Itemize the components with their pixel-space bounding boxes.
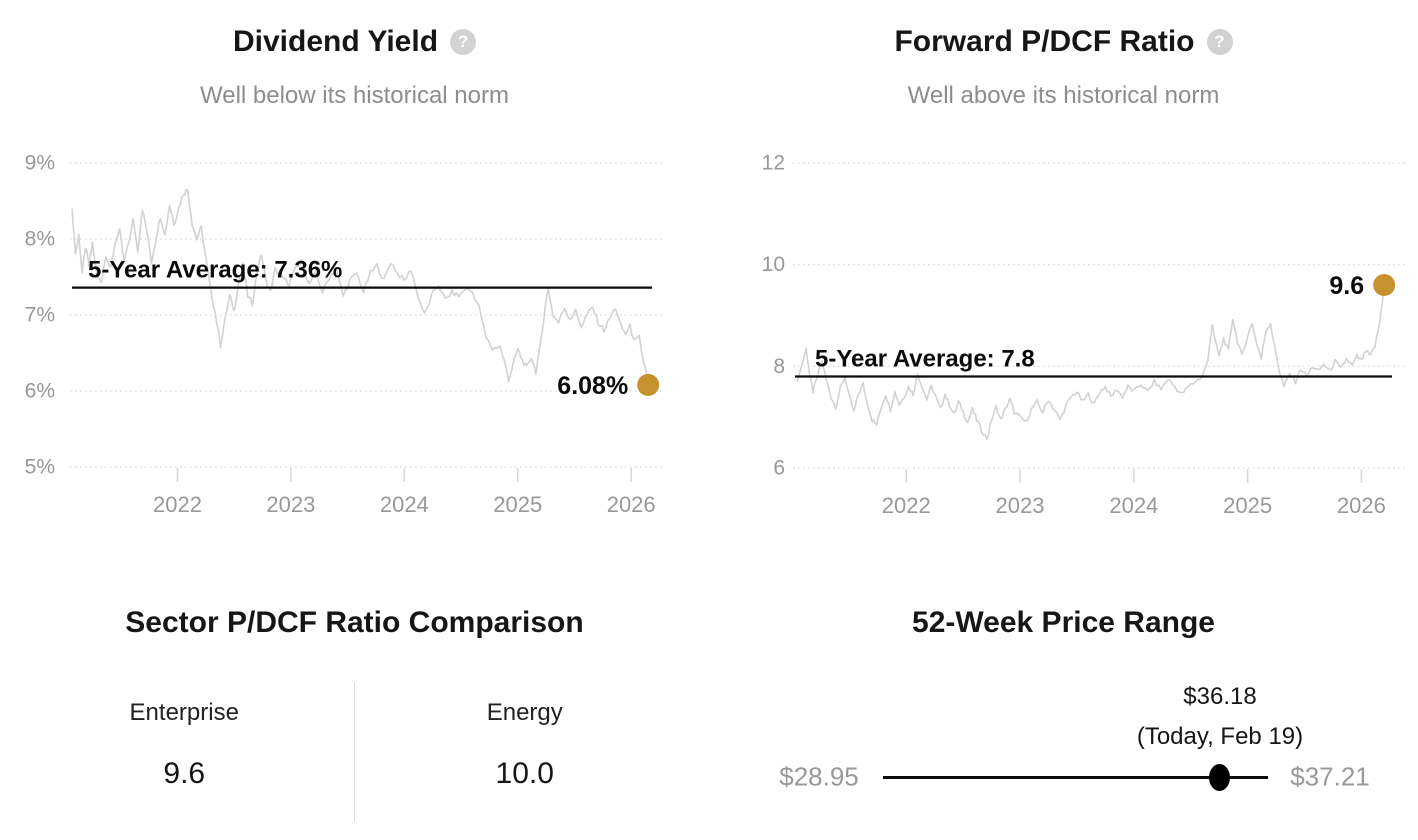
dividend-yield-chart: 9% 8% 7% 6% 5% 2022 2023 2024 2025 2026 5-Year Ave… xyxy=(25,152,662,517)
x-axis-tick-label: 2024 xyxy=(380,492,429,517)
dividend-yield-subtitle: Well below its historical norm xyxy=(200,82,509,109)
dividend-yield-header: Dividend Yield ? Well below its historic… xyxy=(0,0,709,110)
sector-comparison-panel: Sector P/DCF Ratio Comparison Enterprise… xyxy=(0,560,709,840)
forward-pdcf-header: Forward P/DCF Ratio ? Well above its his… xyxy=(709,0,1418,110)
series-line xyxy=(71,188,649,386)
x-axis-tick-label: 2026 xyxy=(607,492,656,517)
x-axis-tick-label: 2026 xyxy=(1337,493,1386,518)
y-axis-tick-label: 9% xyxy=(25,152,55,175)
y-axis-tick-label: 7% xyxy=(25,304,55,327)
sector-item-value: 9.6 xyxy=(163,757,206,790)
forward-pdcf-panel: Forward P/DCF Ratio ? Well above its his… xyxy=(709,0,1418,560)
current-value-dot xyxy=(1373,274,1396,296)
y-axis-tick-label: 8% xyxy=(25,228,55,251)
x-axis-tick-label: 2022 xyxy=(153,492,202,517)
x-axis-tick-label: 2025 xyxy=(493,492,542,517)
sector-comparison-title: Sector P/DCF Ratio Comparison xyxy=(125,606,584,639)
forward-pdcf-chart: 12 10 8 6 2022 2023 2024 2025 2026 5-Year Average… xyxy=(762,152,1405,518)
forward-pdcf-subtitle: Well above its historical norm xyxy=(907,82,1220,109)
price-low-label: $28.95 xyxy=(779,761,859,792)
y-axis-tick-label: 5% xyxy=(25,456,55,479)
vertical-divider xyxy=(354,682,355,822)
y-axis-tick-label: 6 xyxy=(773,457,785,480)
y-axis-tick-label: 6% xyxy=(25,380,55,403)
help-icon[interactable]: ? xyxy=(450,29,477,55)
dividend-yield-panel: Dividend Yield ? Well below its historic… xyxy=(0,0,709,560)
y-axis-tick-label: 12 xyxy=(762,152,785,175)
sector-comparison-row: Enterprise 9.6 Energy 10.0 xyxy=(15,682,695,822)
forward-pdcf-title: Forward P/DCF Ratio xyxy=(894,25,1195,58)
help-icon[interactable]: ? xyxy=(1206,29,1233,55)
current-value-dot xyxy=(637,373,660,396)
y-axis-tick-label: 8 xyxy=(773,355,785,378)
x-axis-tick-label: 2023 xyxy=(996,493,1045,518)
x-axis-tick-label: 2024 xyxy=(1109,493,1158,518)
sector-comparison-item: Enterprise 9.6 xyxy=(15,698,355,822)
y-axis-tick-label: 10 xyxy=(762,253,785,276)
dividend-yield-title: Dividend Yield xyxy=(232,25,439,58)
average-label: 5-Year Average: 7.36% xyxy=(88,257,342,284)
current-value-label: 6.08% xyxy=(557,372,628,400)
current-price-annotation: $36.18 (Today, Feb 19) xyxy=(1137,677,1303,757)
price-range-title: 52-Week Price Range xyxy=(912,606,1215,639)
current-price-dot xyxy=(1209,763,1231,791)
sector-item-value: 10.0 xyxy=(495,757,554,790)
current-value-label: 9.6 xyxy=(1329,272,1364,300)
price-range-line xyxy=(883,775,1268,779)
sector-item-label: Energy xyxy=(486,699,563,726)
sector-comparison-item: Energy 10.0 xyxy=(355,698,695,822)
series-line xyxy=(796,284,1385,441)
current-price-value: $36.18 xyxy=(1183,683,1257,710)
x-axis-tick-label: 2022 xyxy=(882,493,931,518)
current-price-note: (Today, Feb 19) xyxy=(1136,723,1304,750)
x-axis-tick-label: 2023 xyxy=(266,492,315,517)
average-label: 5-Year Average: 7.8 xyxy=(815,346,1035,373)
sector-item-label: Enterprise xyxy=(129,699,239,726)
price-range-slider: $36.18 (Today, Feb 19) $28.95 $37.21 xyxy=(709,560,1418,840)
price-range-panel: 52-Week Price Range $36.18 (Today, Feb 1… xyxy=(709,560,1418,840)
price-high-label: $37.21 xyxy=(1290,761,1370,792)
x-axis-tick-label: 2025 xyxy=(1223,493,1272,518)
